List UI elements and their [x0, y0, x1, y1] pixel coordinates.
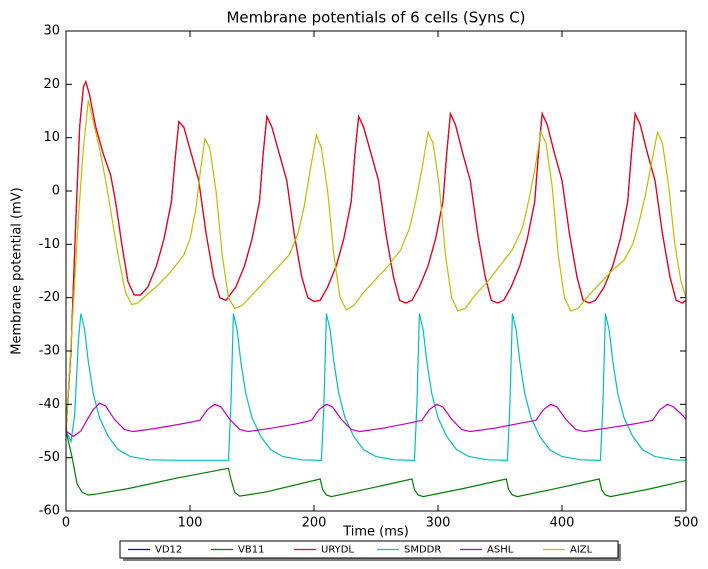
y-tick-label: -50 [39, 450, 60, 465]
x-tick-label: 500 [674, 516, 699, 531]
series-line [65, 79, 687, 432]
chart-title: Membrane potentials of 6 cells (Syns C) [226, 9, 525, 27]
series-line [65, 100, 687, 432]
y-tick-label: -10 [39, 237, 60, 252]
x-tick-label: 300 [426, 516, 451, 531]
y-tick-label: -40 [39, 397, 60, 412]
y-tick-label: 30 [43, 24, 60, 39]
x-tick-label: 200 [302, 516, 327, 531]
x-tick-label: 100 [178, 516, 203, 531]
x-tick-label: 0 [62, 516, 70, 531]
y-tick-label: 20 [43, 77, 60, 92]
series-line [65, 402, 687, 438]
legend-label: ASHL [487, 545, 514, 556]
y-tick-label: 10 [43, 130, 60, 145]
legend-label: URYDL [321, 545, 354, 556]
x-axis-label: Time (ms) [342, 525, 409, 540]
plot-frame [65, 30, 687, 512]
y-tick-label: -60 [39, 504, 60, 519]
y-tick-label: 0 [52, 184, 60, 199]
y-tick-label: -20 [39, 290, 60, 305]
series-line [65, 313, 687, 461]
legend-label: AIZL [570, 545, 593, 556]
legend-box [119, 540, 619, 559]
y-axis-label: Membrane potential (mV) [10, 187, 25, 354]
legend-label: VD12 [155, 545, 182, 556]
legend-label: VB11 [238, 545, 264, 556]
legend-label: SMDDR [404, 545, 441, 556]
x-tick-label: 400 [550, 516, 575, 531]
y-tick-label: -30 [39, 344, 60, 359]
series-line [65, 430, 687, 498]
